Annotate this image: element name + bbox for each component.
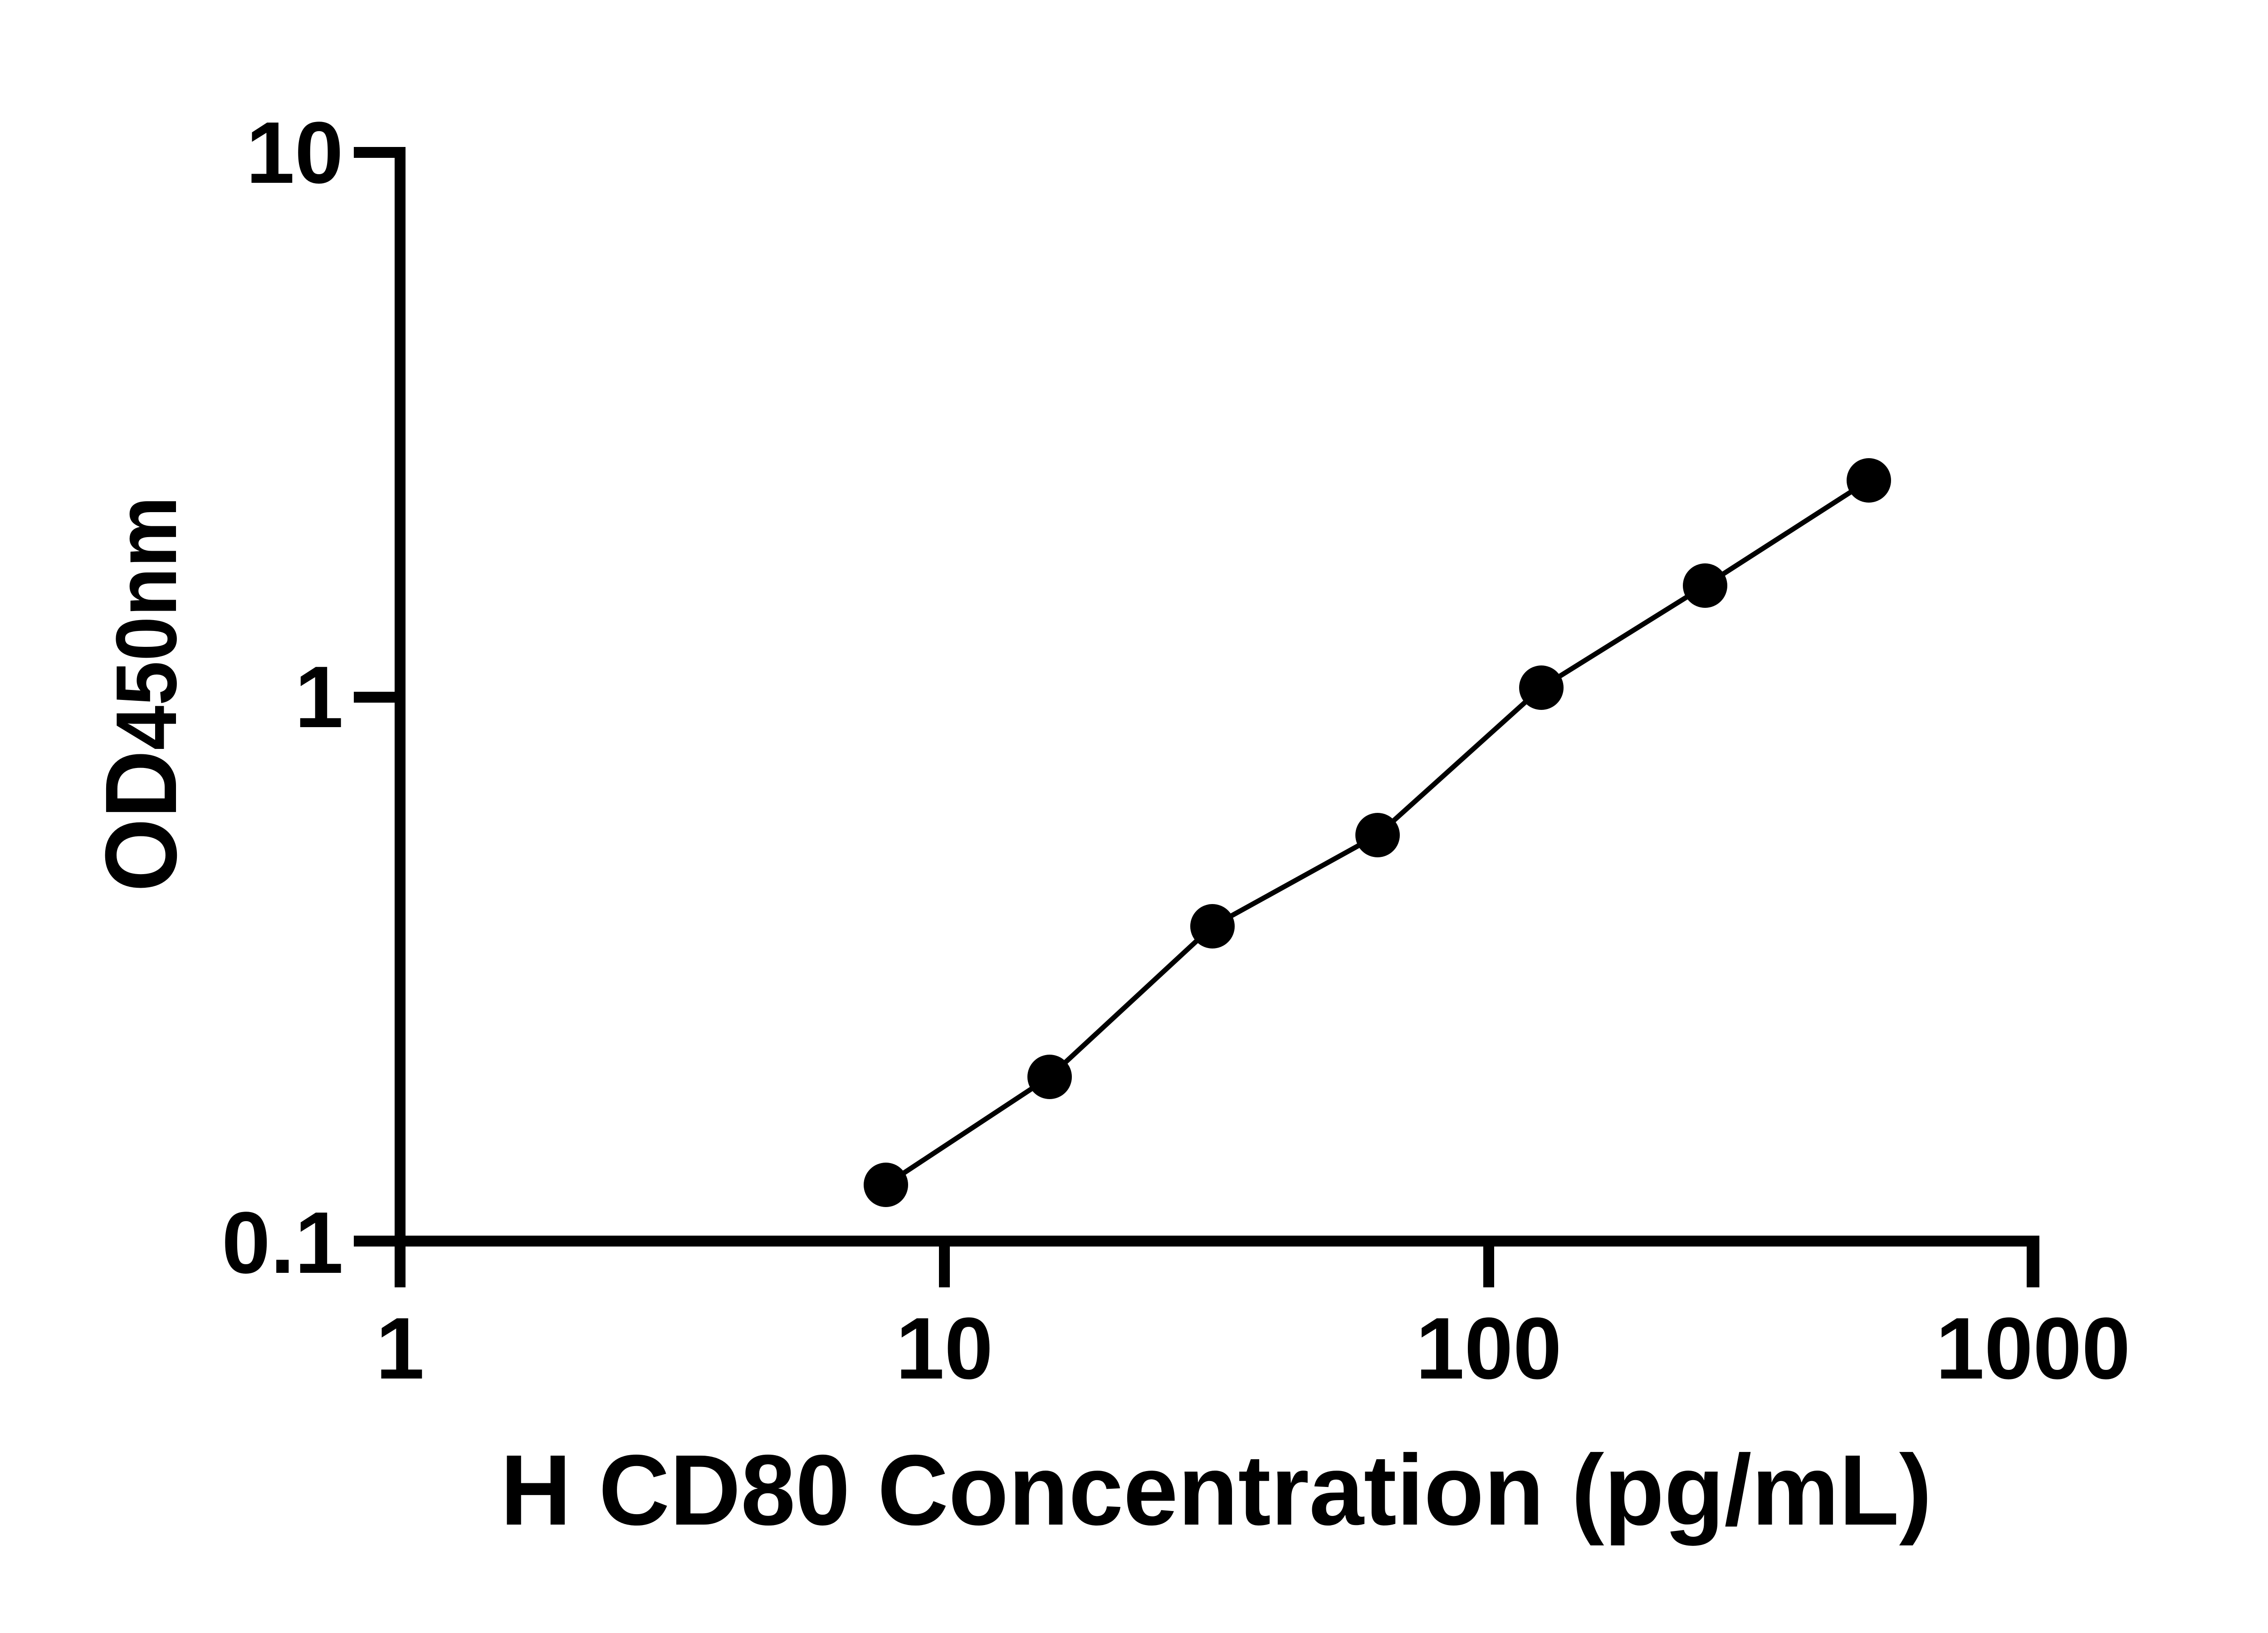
svg-text:10: 10 [896, 1299, 993, 1397]
svg-text:1000: 1000 [1936, 1299, 2130, 1397]
svg-text:100: 100 [1416, 1299, 1562, 1397]
svg-text:OD450nm: OD450nm [84, 496, 198, 892]
svg-text:0.1: 0.1 [222, 1193, 343, 1291]
svg-text:H CD80 Concentration (pg/mL): H CD80 Concentration (pg/mL) [500, 1434, 1932, 1546]
svg-text:1: 1 [295, 648, 343, 746]
svg-text:1: 1 [376, 1299, 424, 1397]
svg-text:10: 10 [246, 103, 343, 201]
